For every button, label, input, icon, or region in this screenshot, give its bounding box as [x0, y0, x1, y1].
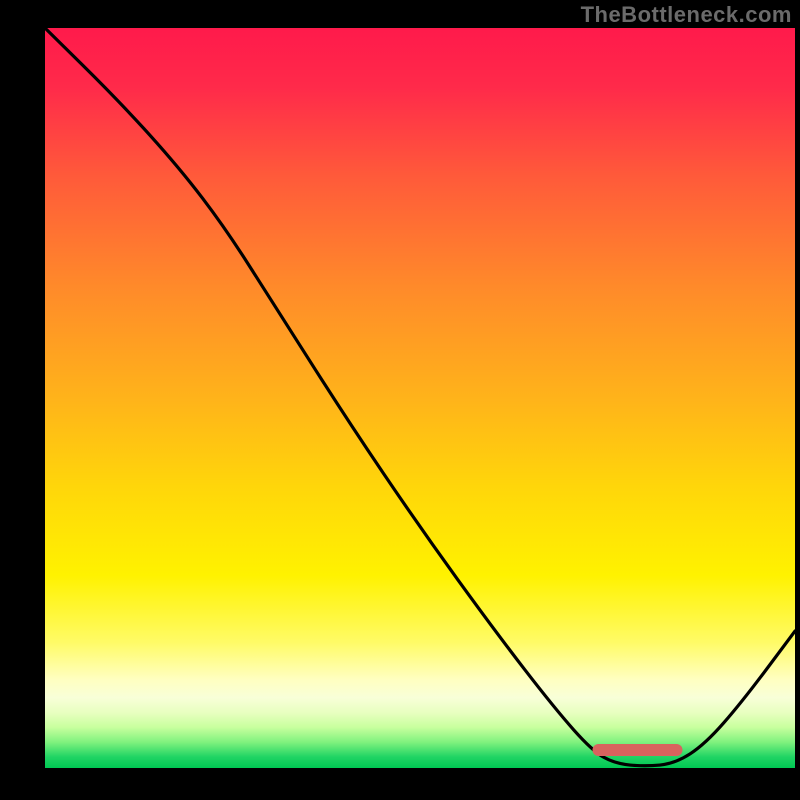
chart-container: TheBottleneck.com [0, 0, 800, 800]
bottleneck-chart [0, 0, 800, 800]
heat-gradient-background [45, 28, 795, 768]
optimal-range-marker [593, 744, 683, 756]
watermark-text: TheBottleneck.com [581, 2, 792, 28]
